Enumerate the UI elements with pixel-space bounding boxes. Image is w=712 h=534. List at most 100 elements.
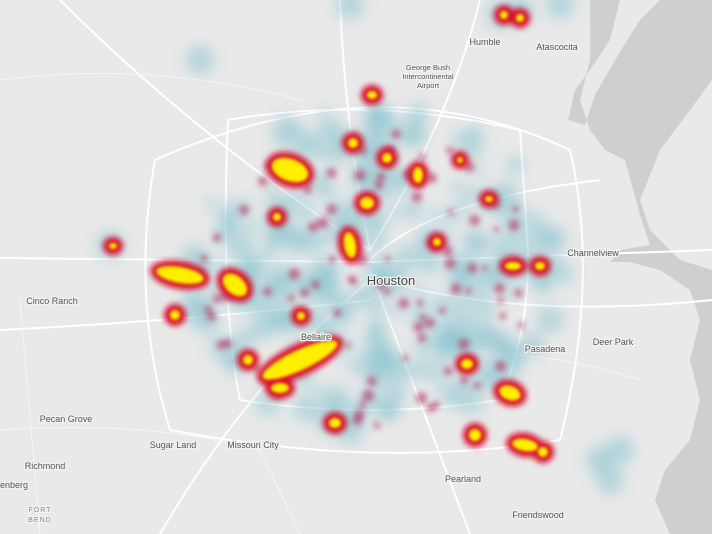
heat-blob xyxy=(413,321,425,333)
place-label: George Bush xyxy=(406,63,450,72)
heat-blob xyxy=(494,360,507,372)
heat-blob xyxy=(268,270,282,284)
heat-blob xyxy=(461,228,488,255)
heat-blob xyxy=(309,171,334,195)
place-label: Pecan Grove xyxy=(40,414,93,424)
heat-blob xyxy=(258,176,268,187)
heat-blob xyxy=(296,202,316,222)
heat-blob xyxy=(362,389,375,402)
heat-blob xyxy=(321,139,347,165)
heat-blob xyxy=(328,255,337,264)
heat-blob xyxy=(367,235,385,253)
heat-blob xyxy=(426,403,436,413)
heat-blob xyxy=(450,283,462,295)
heat-blob xyxy=(316,216,329,229)
heat-blob xyxy=(464,186,481,203)
heat-blob xyxy=(413,167,423,183)
heat-blob xyxy=(535,262,545,270)
heat-blob xyxy=(457,338,470,350)
heat-blob xyxy=(383,288,391,296)
heat-blob xyxy=(415,392,428,404)
heat-blob xyxy=(287,188,305,205)
heat-blob xyxy=(469,429,481,441)
heat-blob xyxy=(376,172,386,182)
heat-blob xyxy=(206,311,217,322)
heat-blob xyxy=(527,338,544,355)
heat-blob xyxy=(473,165,486,179)
heat-blob xyxy=(320,118,344,142)
heat-blob xyxy=(442,301,457,317)
heat-blob xyxy=(462,392,485,415)
heat-blob xyxy=(181,288,206,313)
heat-blob xyxy=(326,167,337,179)
heat-blob xyxy=(398,297,410,309)
heat-blob xyxy=(373,421,381,429)
heat-blob xyxy=(352,415,363,426)
heat-blob xyxy=(461,359,473,369)
heat-blob xyxy=(327,385,349,407)
heat-blob xyxy=(240,251,266,276)
heat-blob xyxy=(288,268,300,280)
place-label: Bellaire xyxy=(301,332,331,342)
heat-blob xyxy=(262,340,338,380)
place-label: Humble xyxy=(469,37,500,47)
heat-blob xyxy=(186,46,214,74)
heat-blob xyxy=(376,280,386,290)
heat-blob xyxy=(510,353,526,370)
heat-blob xyxy=(410,358,432,380)
heat-blob xyxy=(386,173,409,197)
heat-blob xyxy=(307,221,319,233)
heat-blob xyxy=(313,383,327,397)
water xyxy=(568,0,712,534)
heat-blob xyxy=(551,262,574,285)
heat-blob xyxy=(468,214,481,226)
heat-blob xyxy=(303,184,313,194)
heat-blob xyxy=(437,382,454,400)
heat-blob xyxy=(499,312,507,320)
heat-blob xyxy=(239,204,250,216)
heat-blob xyxy=(299,287,310,298)
heat-blob xyxy=(359,401,366,408)
heat-blob xyxy=(424,317,436,329)
heat-blob xyxy=(473,381,481,390)
heat-blob xyxy=(271,383,289,393)
heat-blob xyxy=(481,264,488,271)
heat-blob xyxy=(391,129,401,140)
heat-blob xyxy=(316,320,335,338)
heat-blob xyxy=(394,244,420,271)
heat-blob xyxy=(490,235,505,251)
place-label: Channelview xyxy=(567,248,619,258)
heat-blob xyxy=(452,199,469,216)
heat-blob xyxy=(405,200,423,218)
heat-blob xyxy=(493,226,500,233)
place-label: Sugar Land xyxy=(150,440,197,450)
heat-blob xyxy=(377,111,401,135)
place-label: Atascocita xyxy=(536,42,578,52)
heat-blob xyxy=(400,121,427,148)
place-label: Friendswood xyxy=(512,510,564,520)
place-label: Airport xyxy=(417,81,440,90)
heat-blob xyxy=(384,255,391,262)
heat-blob xyxy=(606,436,634,464)
heat-blob xyxy=(500,11,508,19)
heat-blob xyxy=(537,277,550,291)
heat-blob xyxy=(353,287,367,301)
heat-blob xyxy=(345,342,352,349)
heat-blob xyxy=(433,238,441,246)
heat-blob xyxy=(287,294,295,303)
heat-blob xyxy=(389,205,404,220)
heat-blob xyxy=(243,355,253,365)
heat-blob xyxy=(360,197,374,209)
heat-blob xyxy=(512,205,519,213)
heat-blob xyxy=(411,191,423,203)
heat-blob xyxy=(200,254,208,263)
heat-blob xyxy=(444,257,457,270)
heat-blob xyxy=(457,157,463,163)
heat-blob xyxy=(536,305,564,334)
heat-blob xyxy=(367,298,386,317)
place-label: Cinco Ranch xyxy=(26,296,78,306)
heat-blob xyxy=(222,273,248,297)
heat-blob xyxy=(455,289,476,310)
heat-blob xyxy=(466,262,478,274)
heat-blob xyxy=(212,233,222,243)
